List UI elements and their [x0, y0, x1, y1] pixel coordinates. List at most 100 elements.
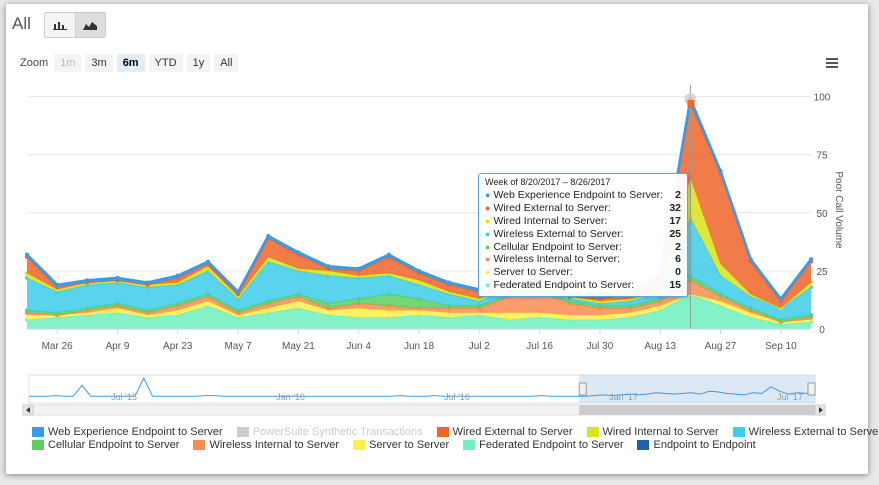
y-tick-label: 100: [814, 93, 831, 104]
area-chart-icon[interactable]: [74, 13, 105, 37]
data-point: [266, 234, 271, 239]
tooltip-series-value: 32: [669, 202, 681, 215]
x-tick-label: Apr 23: [163, 341, 193, 352]
tooltip-series-value: 17: [669, 214, 681, 227]
chart-type-toggle[interactable]: [44, 12, 106, 38]
legend-label: Federated Endpoint to Server: [479, 438, 624, 451]
column-chart-icon[interactable]: [45, 13, 75, 37]
tooltip-dot-icon: ●: [485, 254, 491, 265]
tooltip-dot-icon: ●: [485, 215, 491, 226]
data-point: [386, 252, 391, 257]
tooltip-dot-icon: ●: [485, 267, 491, 278]
zoom-label: Zoom: [20, 57, 49, 69]
y-tick-label: 50: [816, 209, 828, 220]
area-web-experience-endpoint-to-server: [27, 98, 811, 302]
navigator-label: Jan '16: [276, 392, 305, 402]
data-point: [115, 275, 120, 280]
legend-item[interactable]: Federated Endpoint to Server: [463, 438, 623, 451]
data-point: [748, 257, 753, 262]
x-tick-label: May 7: [224, 341, 252, 352]
legend-swatch: [463, 439, 476, 450]
data-point: [25, 252, 29, 257]
legend-item[interactable]: Cellular Endpoint to Server: [32, 438, 179, 451]
tooltip-dot-icon: ●: [485, 228, 491, 239]
y-tick-label: 25: [816, 267, 828, 278]
data-point: [809, 257, 813, 262]
hamburger-menu-icon[interactable]: [826, 58, 838, 70]
x-tick-label: Sep 10: [765, 341, 797, 352]
tooltip-series-value: 25: [669, 227, 681, 240]
tooltip-series-name: Web Experience Endpoint to Server:: [493, 189, 664, 202]
legend-swatch: [353, 439, 366, 450]
navigator-series: [29, 376, 816, 397]
tooltip-dot-icon: ●: [485, 279, 491, 290]
x-tick-label: Mar 26: [42, 341, 74, 352]
legend-swatch: [637, 439, 650, 450]
tooltip-series-name: Federated Endpoint to Server:: [493, 278, 635, 291]
area-wireless-external-to-server: [27, 217, 811, 320]
navigator-label: Jul '17: [777, 392, 803, 402]
tooltip-series-name: Wired Internal to Server:: [493, 214, 608, 227]
zoom-1y-button[interactable]: 1y: [186, 54, 211, 72]
data-point: [356, 266, 361, 271]
tooltip-series-name: Server to Server:: [493, 266, 573, 279]
legend-label: PowerSuite Synthetic Transactions: [252, 425, 423, 438]
legend-swatch: [32, 426, 44, 437]
legend: Web Experience Endpoint to Server PowerSu…: [32, 425, 879, 451]
tooltip-dot-icon: ●: [485, 241, 491, 252]
tooltip-series-value: 15: [669, 278, 681, 291]
area-server-to-server: [27, 294, 811, 325]
y-tick-label: 0: [819, 325, 825, 336]
navigator-label: Jul '16: [444, 392, 470, 402]
zoom-all-button[interactable]: All: [214, 54, 239, 72]
legend-item[interactable]: Wired Internal to Server: [586, 425, 719, 438]
zoom-ytd-button[interactable]: YTD: [148, 54, 183, 72]
tooltip-series-value: 0: [675, 266, 681, 279]
data-point: [145, 280, 150, 285]
legend-item[interactable]: Wired External to Server: [436, 425, 573, 438]
area-federated-endpoint-to-server: [27, 294, 811, 329]
navigator-label: Jul '15: [111, 392, 137, 402]
zoom-6m-button[interactable]: 6m: [116, 54, 145, 72]
x-tick-label: Jul 30: [587, 341, 614, 352]
data-point: [85, 278, 90, 283]
legend-swatch: [436, 426, 449, 437]
tooltip-dot-icon: ●: [485, 203, 491, 214]
legend-label: Wired External to Server: [452, 425, 573, 438]
legend-item[interactable]: Endpoint to Endpoint: [637, 438, 756, 451]
tooltip-series-value: 2: [675, 240, 681, 253]
legend-swatch: [732, 426, 745, 437]
data-point: [236, 289, 241, 294]
legend-item[interactable]: PowerSuite Synthetic Transactions: [236, 425, 423, 438]
x-tick-label: Jun 18: [404, 341, 434, 352]
legend-swatch: [236, 426, 249, 437]
zoom-controls: Zoom 1m 3m 6m YTD 1y All: [20, 54, 242, 72]
legend-item[interactable]: Wireless Internal to Server: [193, 438, 339, 451]
navigator-handle: [807, 382, 816, 396]
zoom-3m-button[interactable]: 3m: [85, 54, 113, 72]
legend-label: Server to Server: [369, 438, 450, 451]
x-tick-label: Jul 2: [469, 341, 491, 352]
x-tick-label: May 21: [282, 341, 315, 352]
tooltip-series-name: Cellular Endpoint to Server:: [493, 240, 622, 253]
x-tick-label: Apr 9: [106, 341, 130, 352]
legend-swatch: [32, 439, 44, 450]
tooltip-series-name: Wireless Internal to Server:: [493, 253, 621, 266]
legend-item[interactable]: Server to Server: [353, 438, 449, 451]
tooltip-series-name: Wireless External to Server:: [493, 227, 624, 240]
data-point: [205, 259, 210, 264]
legend-item[interactable]: Web Experience Endpoint to Server: [32, 425, 223, 438]
tooltip: Week of 8/20/2017 – 8/26/2017 ● Web Exper…: [478, 173, 688, 298]
zoom-1m-button[interactable]: 1m: [54, 54, 82, 72]
legend-item[interactable]: Wireless External to Server: [732, 425, 879, 438]
highlight-marker: [687, 99, 695, 107]
data-point: [778, 296, 783, 301]
tooltip-header: Week of 8/20/2017 – 8/26/2017: [485, 177, 611, 187]
tooltip-row: ● Server to Server: 0: [485, 266, 681, 279]
legend-label: Wired Internal to Server: [602, 425, 719, 438]
x-tick-label: Aug 13: [644, 341, 676, 352]
legend-swatch: [193, 439, 206, 450]
navigator-handle: [578, 382, 587, 396]
tooltip-series-name: Wired External to Server:: [493, 202, 611, 215]
